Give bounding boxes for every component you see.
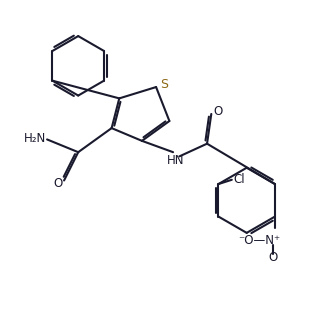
Text: O: O [213,105,222,118]
Text: Cl: Cl [233,173,245,186]
Text: O: O [53,177,62,190]
Text: HN: HN [167,154,185,166]
Text: S: S [160,78,168,91]
Text: H₂N: H₂N [24,131,46,145]
Text: O: O [269,251,278,264]
Text: ⁻O—N⁺: ⁻O—N⁺ [238,234,280,247]
